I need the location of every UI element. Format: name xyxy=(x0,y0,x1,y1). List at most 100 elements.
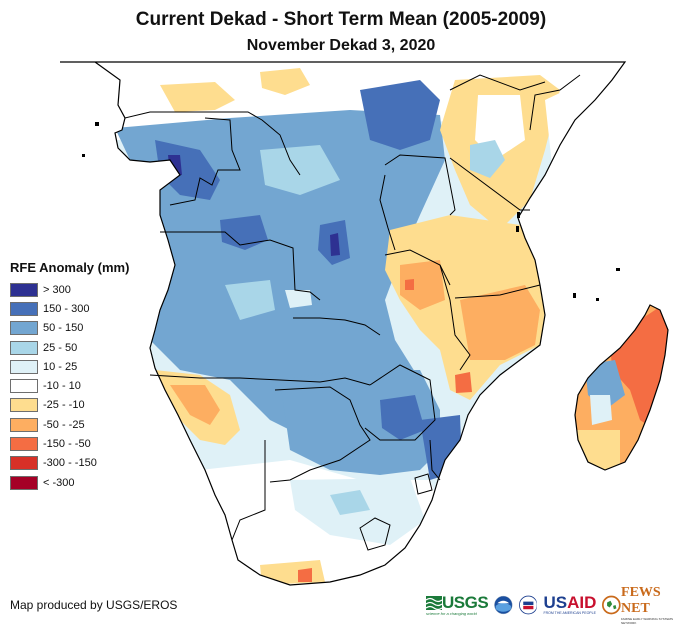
legend-swatch xyxy=(10,359,38,374)
legend-item: < -300 xyxy=(10,473,129,492)
legend-swatch xyxy=(10,456,38,471)
legend-label: -300 - -150 xyxy=(43,457,97,470)
legend-label: -10 - 10 xyxy=(43,380,81,393)
border-malawi xyxy=(439,264,471,371)
border-uganda-kenya xyxy=(384,154,456,216)
usgs-wordmark: USGS xyxy=(442,592,489,612)
border-congo xyxy=(169,117,241,206)
legend-swatch xyxy=(10,321,38,336)
island-sao-tome xyxy=(82,154,85,157)
region-north-dry-2 xyxy=(260,68,310,95)
usgs-logo: USGS science for a changing world xyxy=(426,592,489,616)
madagascar-coastline xyxy=(574,304,669,471)
region-madagascar-west-light xyxy=(590,395,612,425)
border-cameroon-gabon xyxy=(124,111,301,176)
legend-swatch xyxy=(10,301,38,316)
region-gabon-peak xyxy=(168,155,182,176)
legend-item: 50 - 150 xyxy=(10,319,129,338)
island-comoros-2 xyxy=(596,298,599,301)
region-light-patches-2 xyxy=(225,280,275,320)
fews-wordmark: FEWS NET xyxy=(621,585,661,616)
legend-label: -50 - -25 xyxy=(43,418,85,431)
usaid-seal-icon xyxy=(518,595,538,615)
border-sa-moz xyxy=(429,439,441,481)
region-zambia-peak xyxy=(405,279,414,290)
region-zimbabwe-wet xyxy=(280,370,440,475)
border-mozambique-tz xyxy=(454,284,541,299)
region-madagascar-south xyxy=(575,430,620,470)
legend-label: -150 - -50 xyxy=(43,438,91,451)
region-south-africa-blue xyxy=(330,490,370,515)
region-zimbabwe-core xyxy=(380,395,425,440)
legend-label: > 300 xyxy=(43,283,71,296)
legend-swatch xyxy=(10,437,38,452)
noaa-logo-icon xyxy=(494,595,513,615)
region-tz-peak xyxy=(455,372,472,393)
legend-label: < -300 xyxy=(43,476,75,489)
region-light-patches xyxy=(260,145,340,195)
island-comoros xyxy=(573,293,576,298)
border-kenya-tanzania xyxy=(449,157,530,211)
region-north-dry xyxy=(160,82,235,112)
usaid-us: US xyxy=(543,593,568,612)
legend-item: -10 - 10 xyxy=(10,376,129,395)
usaid-tagline: FROM THE AMERICAN PEOPLE xyxy=(543,611,596,615)
legend-item: > 300 xyxy=(10,280,129,299)
region-white-patch xyxy=(285,290,312,308)
legend-label: 50 - 150 xyxy=(43,322,84,335)
legend-item: 150 - 300 xyxy=(10,299,129,318)
map-credit: Map produced by USGS/EROS xyxy=(10,598,178,612)
legend-swatch xyxy=(10,475,38,490)
legend-item: 25 - 50 xyxy=(10,338,129,357)
region-mozambique-dry xyxy=(460,285,540,360)
border-angola-zambia xyxy=(293,317,381,336)
island-zanzibar xyxy=(517,212,520,218)
border-angola-namibia xyxy=(149,374,371,386)
legend-item: 10 - 25 xyxy=(10,357,129,376)
region-kenya-wet xyxy=(360,80,440,150)
country-borders xyxy=(124,74,581,551)
usgs-tagline: science for a changing world xyxy=(426,610,477,616)
usaid-aid: AID xyxy=(567,593,597,612)
legend-item: -150 - -50 xyxy=(10,434,129,453)
legend-item: -300 - -150 xyxy=(10,454,129,473)
region-cape-peak xyxy=(298,568,312,582)
region-namibia-drier xyxy=(170,385,220,425)
legend-swatch xyxy=(10,340,38,355)
border-tanzania-zambia xyxy=(384,249,451,286)
region-drc-peak xyxy=(330,233,340,256)
fews-globe-icon xyxy=(602,595,622,615)
region-drc-core-2 xyxy=(220,215,268,250)
map-subtitle: November Dekad 3, 2020 xyxy=(246,37,436,54)
border-zimbabwe xyxy=(364,364,436,441)
border-ethiopia xyxy=(449,74,546,91)
border-kenya-somalia xyxy=(529,74,581,131)
legend-swatch xyxy=(10,379,38,394)
map-title: Current Dekad - Short Term Mean (2005-20… xyxy=(135,9,547,30)
usaid-logo: USAID FROM THE AMERICAN PEOPLE xyxy=(543,593,597,615)
legend-label: 150 - 300 xyxy=(43,302,90,315)
legend-label: 10 - 25 xyxy=(43,360,78,373)
anomaly-map xyxy=(59,61,669,586)
usgs-waves-icon xyxy=(426,595,442,610)
legend-label: 25 - 50 xyxy=(43,341,78,354)
fews-net-logo: FEWS NET FAMINE EARLY WARNING SYSTEMS NE… xyxy=(602,585,682,625)
island-bioko xyxy=(95,122,99,126)
border-drc-angola xyxy=(160,231,321,301)
partner-logos: USGS science for a changing world USAID … xyxy=(426,585,682,625)
region-zambia-dry xyxy=(400,260,445,310)
island-pemba xyxy=(516,226,519,232)
fews-tagline: FAMINE EARLY WARNING SYSTEMS NETWORK xyxy=(621,617,673,625)
border-botswana xyxy=(269,386,371,483)
border-lesotho xyxy=(359,517,391,551)
legend-swatch xyxy=(10,398,38,413)
border-namibia-sa xyxy=(231,440,266,541)
border-lake-tanganyika xyxy=(379,174,396,251)
legend-title: RFE Anomaly (mm) xyxy=(10,260,130,275)
legend-swatch xyxy=(10,282,38,297)
legend-item: -25 - -10 xyxy=(10,396,129,415)
legend: RFE Anomaly (mm) > 300 150 - 300 50 - 15… xyxy=(10,260,129,492)
legend-label: -25 - -10 xyxy=(43,399,85,412)
region-kenya-blue xyxy=(470,140,505,178)
legend-item: -50 - -25 xyxy=(10,415,129,434)
